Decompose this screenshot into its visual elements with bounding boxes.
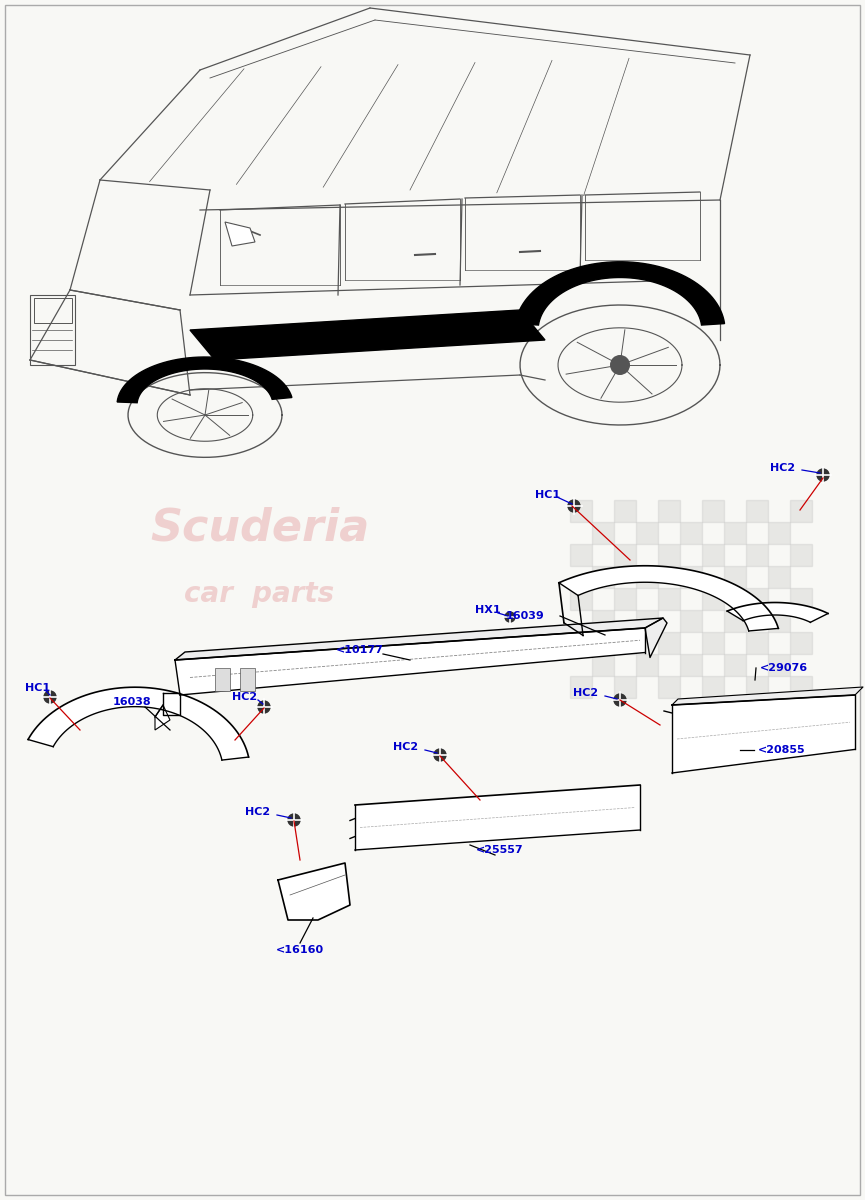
Bar (680, 610, 702, 632)
Bar (614, 632, 636, 654)
Polygon shape (727, 602, 828, 623)
Bar (746, 632, 768, 654)
Polygon shape (117, 358, 292, 403)
Circle shape (611, 355, 630, 374)
Bar (636, 522, 658, 544)
Bar (614, 500, 636, 522)
Bar (680, 522, 702, 544)
Polygon shape (175, 628, 645, 695)
Bar (702, 500, 724, 522)
Bar (34, 298, 72, 323)
Text: HC2: HC2 (770, 463, 795, 473)
Text: <20855: <20855 (758, 745, 805, 755)
Polygon shape (28, 688, 248, 760)
Bar (790, 676, 812, 698)
Polygon shape (645, 618, 667, 658)
Text: 16039: 16039 (505, 611, 544, 622)
Bar (746, 544, 768, 566)
Bar (680, 566, 702, 588)
Polygon shape (175, 618, 663, 660)
Bar (658, 544, 680, 566)
Text: HC2: HC2 (233, 692, 258, 702)
Bar (592, 610, 614, 632)
Bar (790, 500, 812, 522)
Bar (592, 522, 614, 544)
Circle shape (305, 893, 315, 902)
Text: HC2: HC2 (393, 742, 418, 752)
Bar (724, 522, 746, 544)
Polygon shape (155, 704, 170, 730)
Bar (570, 544, 592, 566)
Bar (724, 610, 746, 632)
Bar (790, 588, 812, 610)
Bar (702, 676, 724, 698)
Bar (570, 588, 592, 610)
Polygon shape (355, 785, 640, 850)
Polygon shape (516, 262, 725, 325)
Polygon shape (190, 310, 545, 360)
Bar (592, 654, 614, 676)
Bar (570, 500, 592, 522)
Bar (746, 676, 768, 698)
Polygon shape (163, 692, 180, 715)
Polygon shape (672, 695, 855, 773)
Bar (746, 500, 768, 522)
Bar (746, 588, 768, 610)
Bar (702, 588, 724, 610)
Bar (768, 522, 790, 544)
Text: HC1: HC1 (535, 490, 561, 500)
Text: HC2: HC2 (245, 806, 270, 817)
Bar (636, 654, 658, 676)
Circle shape (288, 814, 300, 826)
Bar (658, 500, 680, 522)
Bar (702, 632, 724, 654)
Circle shape (505, 612, 515, 622)
Text: Scuderia: Scuderia (150, 506, 369, 550)
Text: HC2: HC2 (573, 688, 598, 698)
Text: 16038: 16038 (112, 697, 151, 707)
Bar (790, 632, 812, 654)
Text: <25557: <25557 (477, 845, 524, 854)
Text: car  parts: car parts (184, 580, 335, 608)
Bar (768, 566, 790, 588)
Bar (570, 632, 592, 654)
Text: <16160: <16160 (276, 946, 324, 955)
Bar (724, 566, 746, 588)
Bar (702, 544, 724, 566)
Bar (768, 610, 790, 632)
Circle shape (614, 694, 626, 706)
Text: HX1: HX1 (475, 605, 501, 614)
Bar (680, 654, 702, 676)
Bar (215, 668, 230, 691)
Circle shape (434, 749, 446, 761)
Bar (790, 544, 812, 566)
Bar (614, 676, 636, 698)
Bar (658, 676, 680, 698)
Bar (614, 544, 636, 566)
Polygon shape (672, 686, 863, 704)
Bar (636, 566, 658, 588)
Bar (724, 654, 746, 676)
Text: HC1: HC1 (25, 683, 50, 692)
Text: <29076: <29076 (760, 662, 808, 673)
Circle shape (258, 701, 270, 713)
Polygon shape (559, 565, 778, 631)
Bar (592, 566, 614, 588)
Circle shape (817, 469, 829, 481)
Bar (30, 295, 75, 365)
Bar (240, 668, 255, 691)
Polygon shape (225, 222, 255, 246)
Bar (768, 654, 790, 676)
Bar (570, 676, 592, 698)
Bar (658, 632, 680, 654)
Text: <10177: <10177 (336, 646, 384, 655)
Bar (658, 588, 680, 610)
Bar (636, 610, 658, 632)
Circle shape (568, 500, 580, 512)
Polygon shape (278, 863, 350, 920)
Circle shape (44, 691, 56, 703)
Bar (614, 588, 636, 610)
